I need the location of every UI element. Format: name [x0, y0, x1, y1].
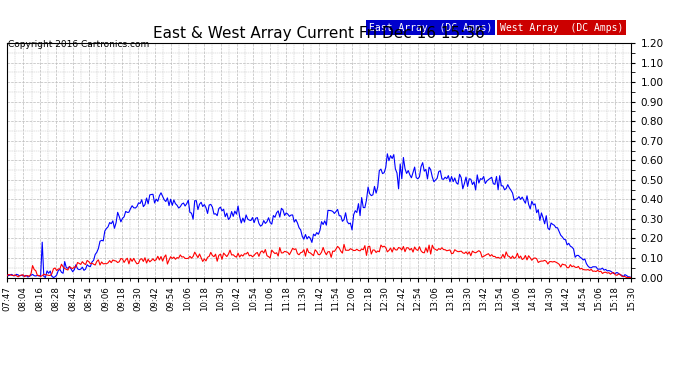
Text: Copyright 2016 Cartronics.com: Copyright 2016 Cartronics.com — [8, 40, 150, 49]
Text: East Array  (DC Amps): East Array (DC Amps) — [369, 22, 493, 33]
Text: West Array  (DC Amps): West Array (DC Amps) — [500, 22, 624, 33]
Title: East & West Array Current Fri Dec 16 15:36: East & West Array Current Fri Dec 16 15:… — [153, 26, 485, 40]
